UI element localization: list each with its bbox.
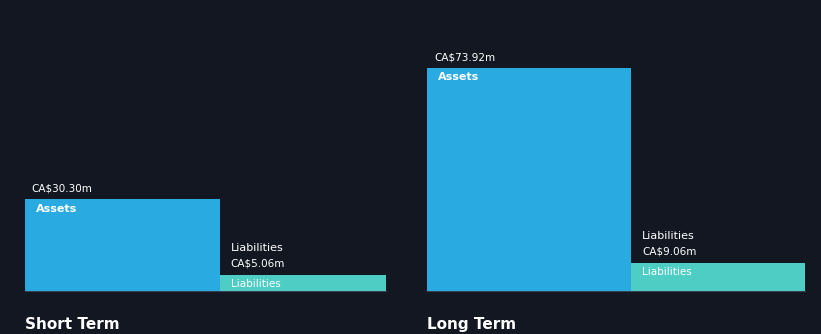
Text: Liabilities: Liabilities (231, 279, 280, 289)
Text: Long Term: Long Term (427, 317, 516, 332)
Text: CA$9.06m: CA$9.06m (642, 246, 696, 257)
Text: Liabilities: Liabilities (642, 267, 692, 277)
Text: Liabilities: Liabilities (642, 231, 695, 241)
Text: Assets: Assets (438, 72, 479, 82)
Text: CA$73.92m: CA$73.92m (434, 52, 496, 62)
Text: CA$30.30m: CA$30.30m (32, 184, 93, 194)
Text: Short Term: Short Term (25, 317, 119, 332)
Bar (220, 275, 386, 291)
Text: Assets: Assets (35, 204, 76, 214)
Text: Liabilities: Liabilities (231, 243, 283, 253)
Bar (25, 199, 220, 291)
Bar (427, 68, 631, 291)
Bar (631, 263, 805, 291)
Text: CA$5.06m: CA$5.06m (231, 259, 285, 269)
